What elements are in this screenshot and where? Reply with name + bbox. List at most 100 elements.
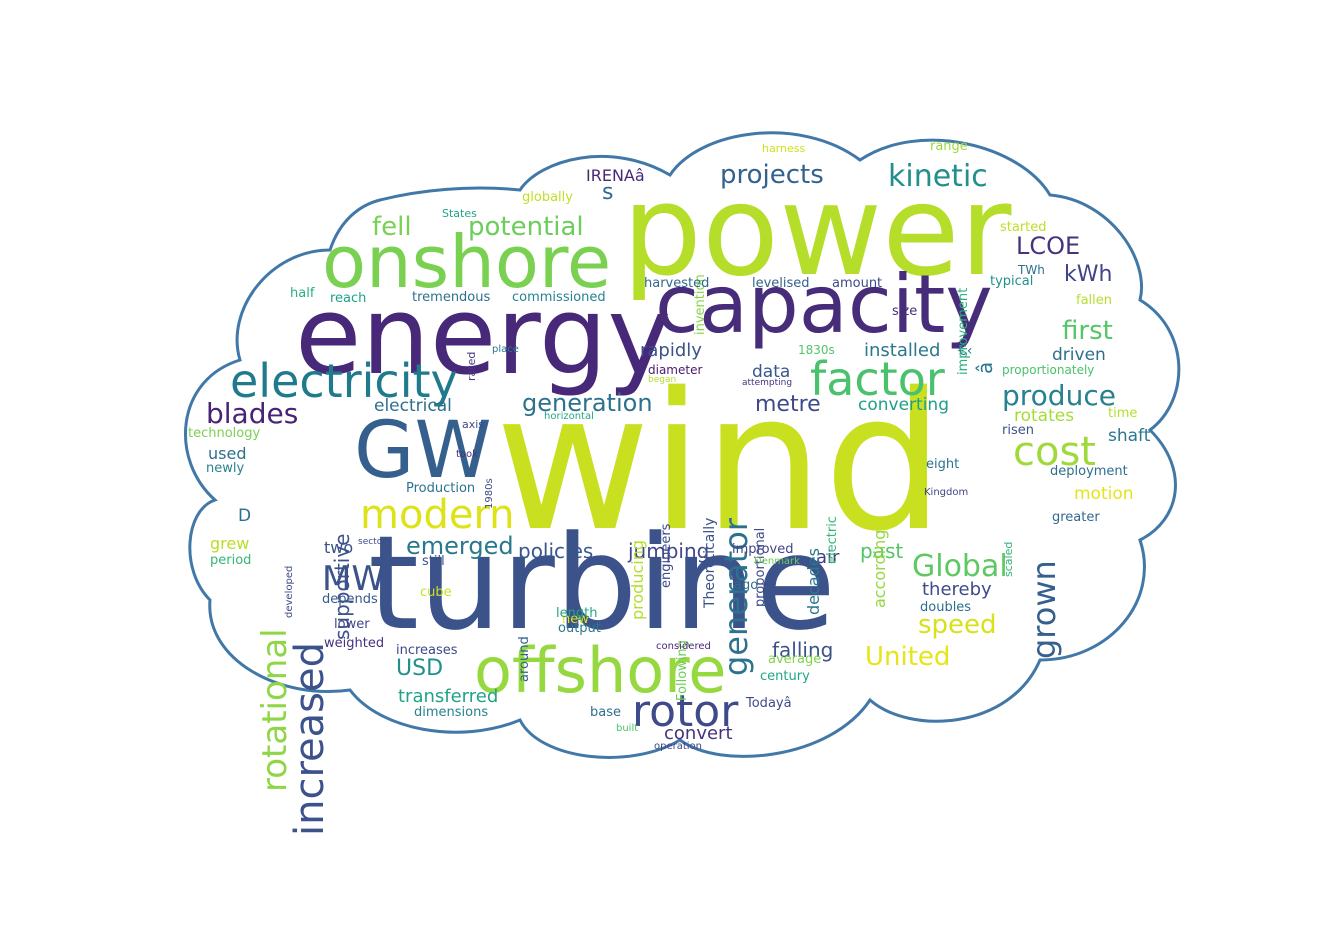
word-developed: developed	[284, 565, 295, 618]
word-risen: risen	[1002, 423, 1034, 438]
word-attempting: attempting	[742, 378, 793, 388]
word-past: past	[860, 539, 904, 563]
word-Todaya: Todayâ	[746, 696, 792, 711]
word-range: range	[930, 139, 968, 154]
word-cube: cube	[420, 585, 452, 600]
word-fell: fell	[372, 212, 412, 242]
word-scaled: scaled	[1002, 541, 1015, 577]
word-sector: sector	[358, 537, 386, 547]
word-blades: blades	[206, 397, 299, 430]
word-energy: energy	[295, 274, 672, 399]
word-produce: produce	[1002, 379, 1116, 412]
word-factor: factor	[810, 352, 945, 406]
word-kinetic: kinetic	[888, 159, 988, 194]
word-1830s: 1830s	[798, 343, 835, 357]
word-Theoretically: Theoretically	[702, 517, 718, 608]
word-deployment: deployment	[1050, 464, 1128, 479]
word-ago: ago	[734, 578, 759, 593]
word-projects: projects	[720, 160, 824, 190]
word-GW: GW	[354, 406, 492, 496]
word-LCOE: LCOE	[1016, 232, 1081, 260]
word-converting: converting	[858, 395, 949, 415]
word-half: half	[290, 286, 315, 301]
word-wind: wind	[495, 352, 945, 573]
word-time: time	[1108, 406, 1138, 421]
word-cost: cost	[1013, 429, 1096, 475]
word-engineers: engineers	[659, 523, 674, 588]
word-increased: increased	[287, 642, 333, 836]
word-newly: newly	[206, 461, 245, 476]
word-place: place	[492, 344, 519, 355]
word-s: s	[602, 180, 614, 205]
word-potential: potential	[468, 212, 584, 242]
word-tremendous: tremendous	[412, 290, 491, 305]
word-improved: improved	[732, 542, 794, 557]
word-new: new	[562, 612, 589, 627]
word-proportionately: proportionately	[1002, 363, 1095, 377]
word-driven: driven	[1052, 345, 1106, 365]
word-reach: reach	[330, 291, 367, 306]
word-considered: considered	[656, 641, 711, 652]
word-kWh: kWh	[1064, 262, 1113, 287]
word-first: first	[1062, 316, 1113, 346]
word-States: States	[442, 207, 477, 220]
word-motion: motion	[1074, 484, 1134, 504]
word-USD: USD	[396, 656, 444, 681]
word-lower: lower	[334, 617, 370, 632]
word-transferred: transferred	[398, 686, 499, 707]
word-IRENAa: IRENAâ	[586, 166, 645, 185]
word-rotor: rotor	[632, 686, 739, 737]
word-around: around	[517, 636, 532, 682]
word-technology: technology	[188, 426, 261, 441]
word-built: built	[616, 723, 639, 734]
word-typical: typical	[990, 274, 1034, 289]
word-used: used	[208, 444, 247, 463]
word-producing: producing	[628, 539, 647, 620]
word-base: base	[590, 705, 621, 720]
word-turbine: turbine	[368, 507, 836, 659]
word-convert: convert	[664, 723, 733, 744]
word-air: air	[816, 547, 840, 568]
word-Global: Global	[912, 549, 1008, 584]
word-capacity: capacity	[655, 258, 993, 351]
word-average: average	[768, 652, 822, 667]
word-Denmark: Denmark	[754, 556, 800, 567]
word-falling: falling	[772, 638, 834, 662]
word-rotates: rotates	[1014, 406, 1075, 426]
word-onshore: onshore	[322, 220, 612, 304]
word-grown: grown	[1025, 560, 1063, 659]
word-metre: metre	[755, 392, 821, 417]
word-jumping: jumping	[628, 539, 710, 563]
word-began: began	[648, 375, 677, 385]
word-axis: axis	[462, 418, 485, 431]
word-electricity: electricity	[230, 354, 458, 408]
word-generation: generation	[522, 389, 653, 417]
word-Production: Production	[406, 481, 476, 496]
word-weighted: weighted	[324, 636, 385, 651]
word-amount: amount	[832, 276, 883, 291]
word-still: still	[422, 554, 445, 569]
word-doubles: doubles	[920, 600, 972, 615]
word-installed: installed	[864, 340, 941, 361]
word-century: century	[760, 669, 810, 684]
word-commissioned: commissioned	[512, 290, 606, 305]
word-eight: eight	[926, 457, 960, 472]
word-thereby: thereby	[922, 579, 992, 600]
word-took: took	[456, 449, 478, 460]
word-power: power	[622, 157, 1012, 304]
word-shaft: shaft	[1108, 426, 1151, 446]
word-depends: depends	[322, 592, 378, 607]
word-improvement: improvement	[956, 287, 971, 375]
word-greater: greater	[1052, 510, 1100, 525]
word-euro-glyph: €‹	[958, 343, 973, 359]
word-output: output	[558, 621, 601, 636]
word-harvested: harvested	[644, 276, 710, 291]
word-harness: harness	[762, 142, 806, 155]
word-period: period	[210, 553, 252, 568]
word-operation: operation	[654, 741, 703, 752]
word-data: data	[752, 362, 791, 382]
word-a-vertical: â	[973, 361, 997, 374]
word-fallen: fallen	[1076, 293, 1113, 308]
